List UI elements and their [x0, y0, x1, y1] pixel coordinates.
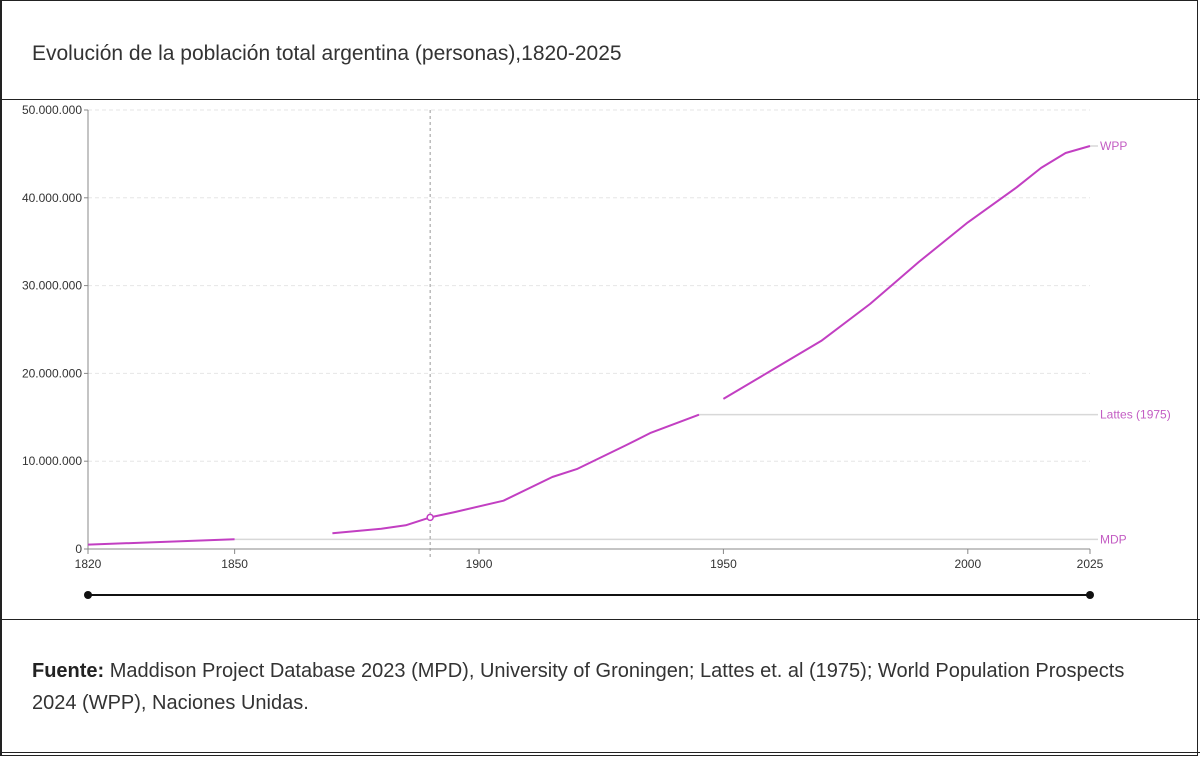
- x-tick-label: 2000: [954, 557, 981, 571]
- series-line-mdp[interactable]: [87, 538, 235, 546]
- divider: [0, 752, 1200, 753]
- chart-title: Evolución de la población total argentin…: [32, 42, 622, 65]
- source-label: Fuente:: [32, 660, 105, 682]
- series-label: MDP: [1100, 532, 1127, 546]
- source-text: Maddison Project Database 2023 (MPD), Un…: [32, 660, 1125, 714]
- x-tick-label: 1820: [75, 557, 102, 571]
- hover-point: [426, 513, 434, 522]
- chart-area: 0 10.000.000 20.000.000 30.000.000 40.000.00…: [0, 100, 1200, 620]
- x-tick-label: 2025: [1077, 557, 1104, 571]
- y-tick-label: 10.000.000: [22, 454, 82, 468]
- y-tick-label: 30.000.000: [22, 279, 82, 293]
- y-tick-label: 40.000.000: [22, 191, 82, 205]
- y-tick-label: 0: [75, 542, 82, 556]
- series-line-wpp[interactable]: [722, 145, 1091, 400]
- range-slider-end-handle[interactable]: [1086, 591, 1094, 599]
- source-note: Fuente: Maddison Project Database 2023 (…: [32, 655, 1152, 719]
- title-section: Evolución de la población total argentin…: [0, 0, 1200, 100]
- x-tick-label: 1900: [466, 557, 493, 571]
- range-slider-start-handle[interactable]: [84, 591, 92, 599]
- series-label: WPP: [1100, 139, 1127, 153]
- y-tick-label: 20.000.000: [22, 366, 82, 380]
- x-tick-label: 1850: [221, 557, 248, 571]
- series-line-lattes-1975-[interactable]: [332, 413, 700, 535]
- line-chart[interactable]: 0 10.000.000 20.000.000 30.000.000 40.000.00…: [0, 100, 1200, 620]
- x-tick-label: 1950: [710, 557, 737, 571]
- y-tick-label: 50.000.000: [22, 103, 82, 117]
- series-label: Lattes (1975): [1100, 408, 1171, 422]
